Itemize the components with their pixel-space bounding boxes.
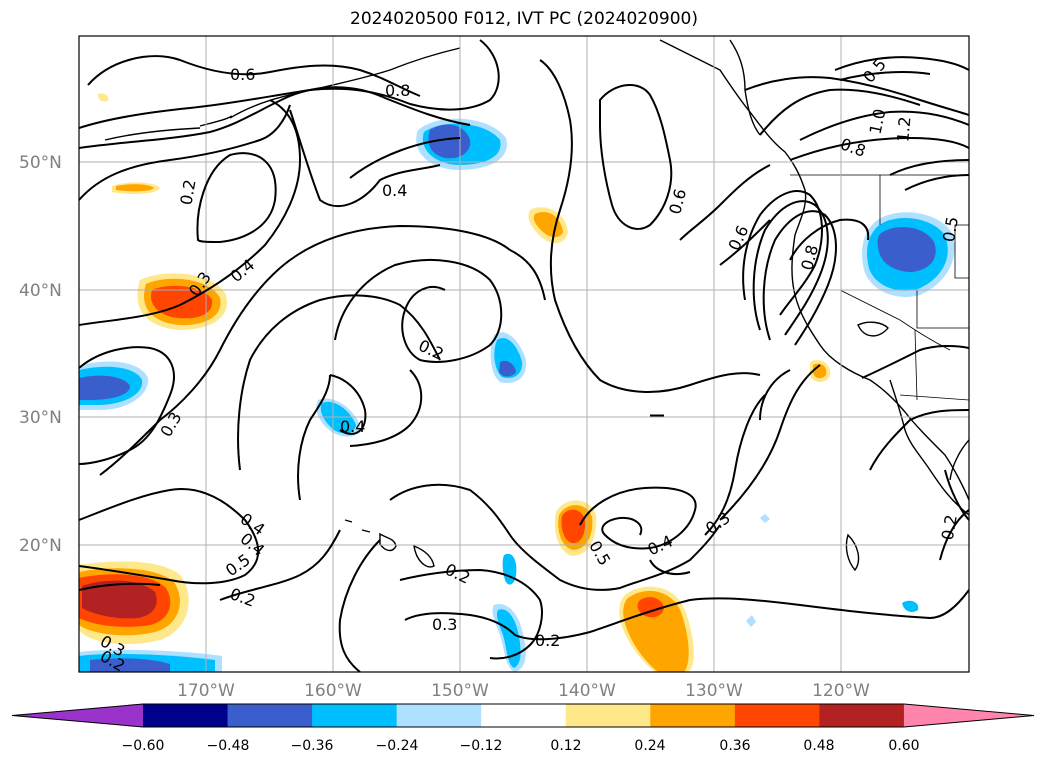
contour-label: 0.2: [176, 178, 199, 206]
coastlines: [104, 39, 969, 572]
colorbar-segment: [481, 704, 567, 727]
colorbar-tick-label: −0.60: [122, 738, 165, 754]
contour-label: 0.4: [382, 181, 407, 200]
lon-label: 170°W: [177, 681, 235, 701]
contour-label: 0.4: [340, 417, 365, 436]
lat-label: 50°N: [19, 153, 62, 173]
colorbar-tick-labels: −0.60 −0.48 −0.36 −0.24 −0.12 0.12 0.24 …: [122, 738, 920, 754]
colorbar-segment: [396, 704, 482, 727]
colorbar-outline: [11, 703, 1035, 728]
colorbar-tick-label: 0.12: [550, 738, 581, 754]
latitude-labels: 50°N 40°N 30°N 20°N: [19, 153, 62, 556]
colorbar-tick-label: 0.48: [803, 738, 834, 754]
lon-label: 130°W: [685, 681, 743, 701]
colorbar-extend-max: [903, 704, 1034, 727]
colorbar-segment: [312, 704, 398, 727]
map-panel: 0.6 0.8 0.5 1.0 1.2 0.2 0.4 0.8 0.4 0.3 …: [79, 36, 969, 672]
contour-label: 1.2: [893, 116, 914, 143]
contour-label: 0.3: [432, 615, 457, 634]
lon-label: 150°W: [431, 681, 489, 701]
lat-label: 20°N: [19, 536, 62, 556]
lon-label: 140°W: [558, 681, 616, 701]
colorbar-segment: [734, 704, 820, 727]
contour-label: 0.8: [385, 81, 410, 100]
colorbar-tick-label: −0.36: [291, 738, 334, 754]
colorbar-tick-label: 0.24: [634, 738, 665, 754]
colorbar-tick-label: −0.12: [460, 738, 503, 754]
colorbar-tick-label: 0.36: [719, 738, 750, 754]
lat-label: 40°N: [19, 281, 62, 301]
lon-label: 160°W: [304, 681, 362, 701]
contour-label: 1.0: [866, 107, 890, 136]
colorbar-tick-label: −0.24: [376, 738, 419, 754]
longitude-labels: 170°W 160°W 150°W 140°W 130°W 120°W: [177, 681, 870, 701]
anomaly-fill: [79, 93, 955, 672]
map-frame: [78, 35, 970, 673]
colorbar-segment: [650, 704, 736, 727]
lon-label: 120°W: [812, 681, 870, 701]
gridlines: [79, 36, 969, 672]
colorbar-segment: [819, 704, 905, 727]
colorbar-segment: [565, 704, 651, 727]
colorbar: [11, 703, 1035, 728]
colorbar-segment: [143, 704, 229, 727]
borders: [790, 174, 969, 401]
contour-lines: [79, 39, 969, 672]
lat-label: 30°N: [19, 408, 62, 428]
contour-label: 0.2: [938, 513, 961, 541]
contour-label: 0.5: [939, 215, 962, 243]
colorbar-extend-min: [12, 704, 143, 727]
colorbar-tick-label: −0.48: [207, 738, 250, 754]
contour-label: 0.6: [230, 65, 255, 84]
contour-label: 0.2: [535, 631, 560, 650]
map-title: 2024020500 F012, IVT PC (2024020900): [350, 9, 698, 29]
colorbar-tick-label: 0.60: [888, 738, 919, 754]
colorbar-segment: [227, 704, 313, 727]
